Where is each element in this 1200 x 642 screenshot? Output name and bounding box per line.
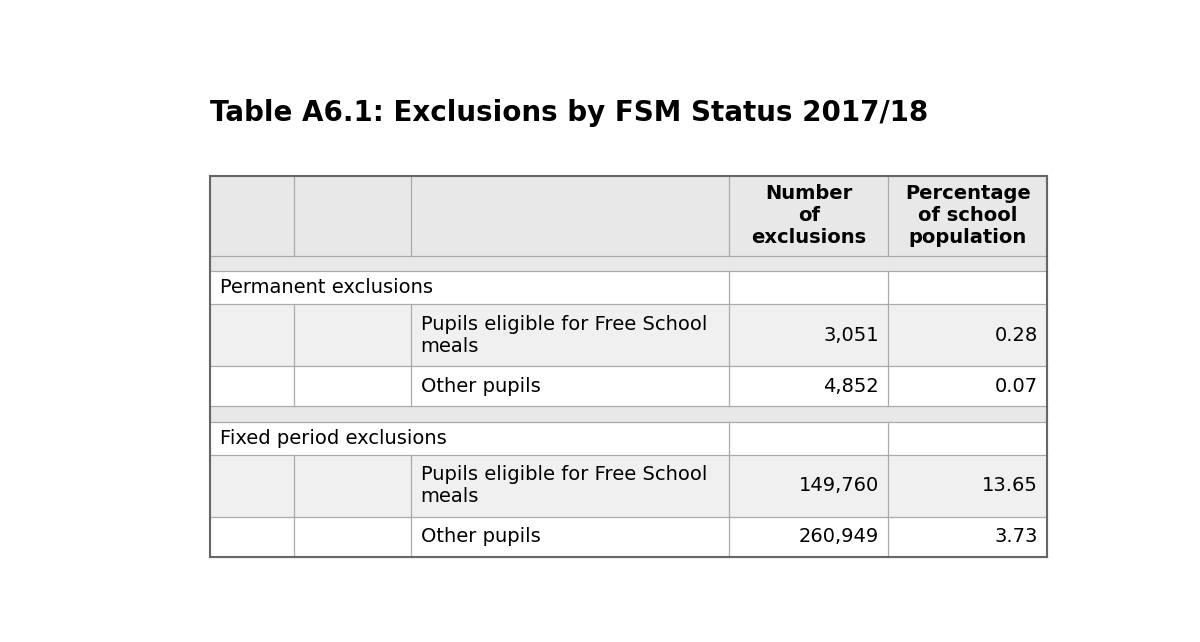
Text: Fixed period exclusions: Fixed period exclusions (220, 429, 446, 447)
Text: Other pupils: Other pupils (421, 377, 540, 395)
Bar (210, 176, 294, 256)
Bar (210, 304, 294, 366)
Bar (412, 517, 730, 557)
Bar (210, 406, 1048, 422)
Bar (412, 366, 730, 406)
Text: 4,852: 4,852 (823, 377, 880, 395)
Bar (730, 366, 888, 406)
Bar (210, 422, 730, 455)
Bar (730, 517, 888, 557)
Bar (294, 517, 412, 557)
Bar (294, 366, 412, 406)
Text: 3,051: 3,051 (823, 325, 880, 345)
Text: 3.73: 3.73 (995, 527, 1038, 546)
Text: 149,760: 149,760 (799, 476, 880, 495)
Bar (888, 422, 1048, 455)
Bar (730, 422, 888, 455)
Text: Number
of
exclusions: Number of exclusions (751, 184, 866, 247)
Text: Other pupils: Other pupils (421, 527, 540, 546)
Bar (210, 256, 1048, 271)
Text: Percentage
of school
population: Percentage of school population (905, 184, 1031, 247)
Bar (888, 517, 1048, 557)
Text: 0.28: 0.28 (995, 325, 1038, 345)
Bar (888, 366, 1048, 406)
Bar (730, 271, 888, 304)
Text: Pupils eligible for Free School
meals: Pupils eligible for Free School meals (421, 315, 707, 356)
Text: 260,949: 260,949 (799, 527, 880, 546)
Bar (210, 366, 294, 406)
Text: Permanent exclusions: Permanent exclusions (220, 278, 433, 297)
Text: 13.65: 13.65 (983, 476, 1038, 495)
Text: Table A6.1: Exclusions by FSM Status 2017/18: Table A6.1: Exclusions by FSM Status 201… (210, 100, 929, 127)
Bar (210, 517, 294, 557)
Text: 0.07: 0.07 (995, 377, 1038, 395)
Bar (888, 271, 1048, 304)
Bar (210, 455, 294, 517)
Bar (210, 271, 730, 304)
Text: Pupils eligible for Free School
meals: Pupils eligible for Free School meals (421, 465, 707, 507)
